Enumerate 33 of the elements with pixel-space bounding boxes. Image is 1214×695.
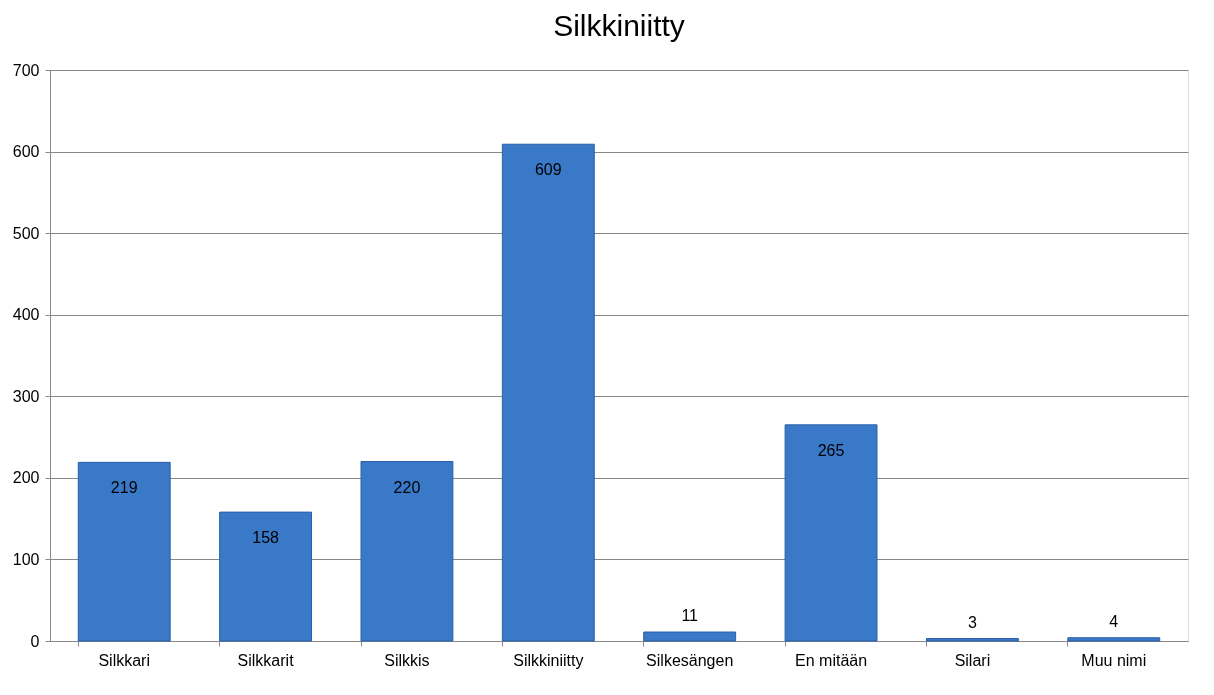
- y-tick-label: 500: [12, 224, 40, 242]
- bar: [360, 461, 454, 642]
- x-tick-label: Silkkarit: [237, 651, 295, 669]
- x-tick-label: Muu nimi: [1081, 651, 1147, 669]
- data-label: 265: [817, 441, 845, 459]
- x-tick-label: Silkkari: [98, 651, 150, 669]
- x-tick-label: En mitään: [795, 651, 868, 669]
- y-tick-label: 700: [12, 61, 40, 79]
- data-label: 609: [534, 161, 562, 179]
- bar: [1067, 637, 1161, 642]
- y-tick-label: 0: [30, 632, 40, 650]
- x-tick-label: Silari: [954, 651, 991, 669]
- y-tick-label: 100: [12, 550, 40, 568]
- bar: [643, 631, 737, 642]
- y-tick-label: 200: [12, 469, 40, 487]
- data-label: 11: [681, 607, 699, 625]
- bar: [219, 511, 313, 642]
- bar: [925, 638, 1019, 642]
- chart-title: Silkkiniitty: [553, 9, 685, 42]
- bar: [784, 424, 878, 642]
- data-label: 158: [252, 529, 280, 547]
- y-tick-label: 600: [12, 143, 40, 161]
- bar: [501, 143, 595, 642]
- data-label: 219: [110, 479, 138, 497]
- data-label: 4: [1109, 612, 1119, 630]
- x-tick-label: Silkkis: [384, 651, 430, 669]
- x-tick-label: Silkesängen: [646, 651, 734, 669]
- bar: [77, 461, 171, 642]
- y-tick-label: 400: [12, 306, 40, 324]
- y-tick-label: 300: [12, 387, 40, 405]
- x-tick-label: Silkkiniitty: [513, 651, 584, 669]
- data-label: 3: [967, 613, 977, 631]
- data-label: 220: [393, 478, 421, 496]
